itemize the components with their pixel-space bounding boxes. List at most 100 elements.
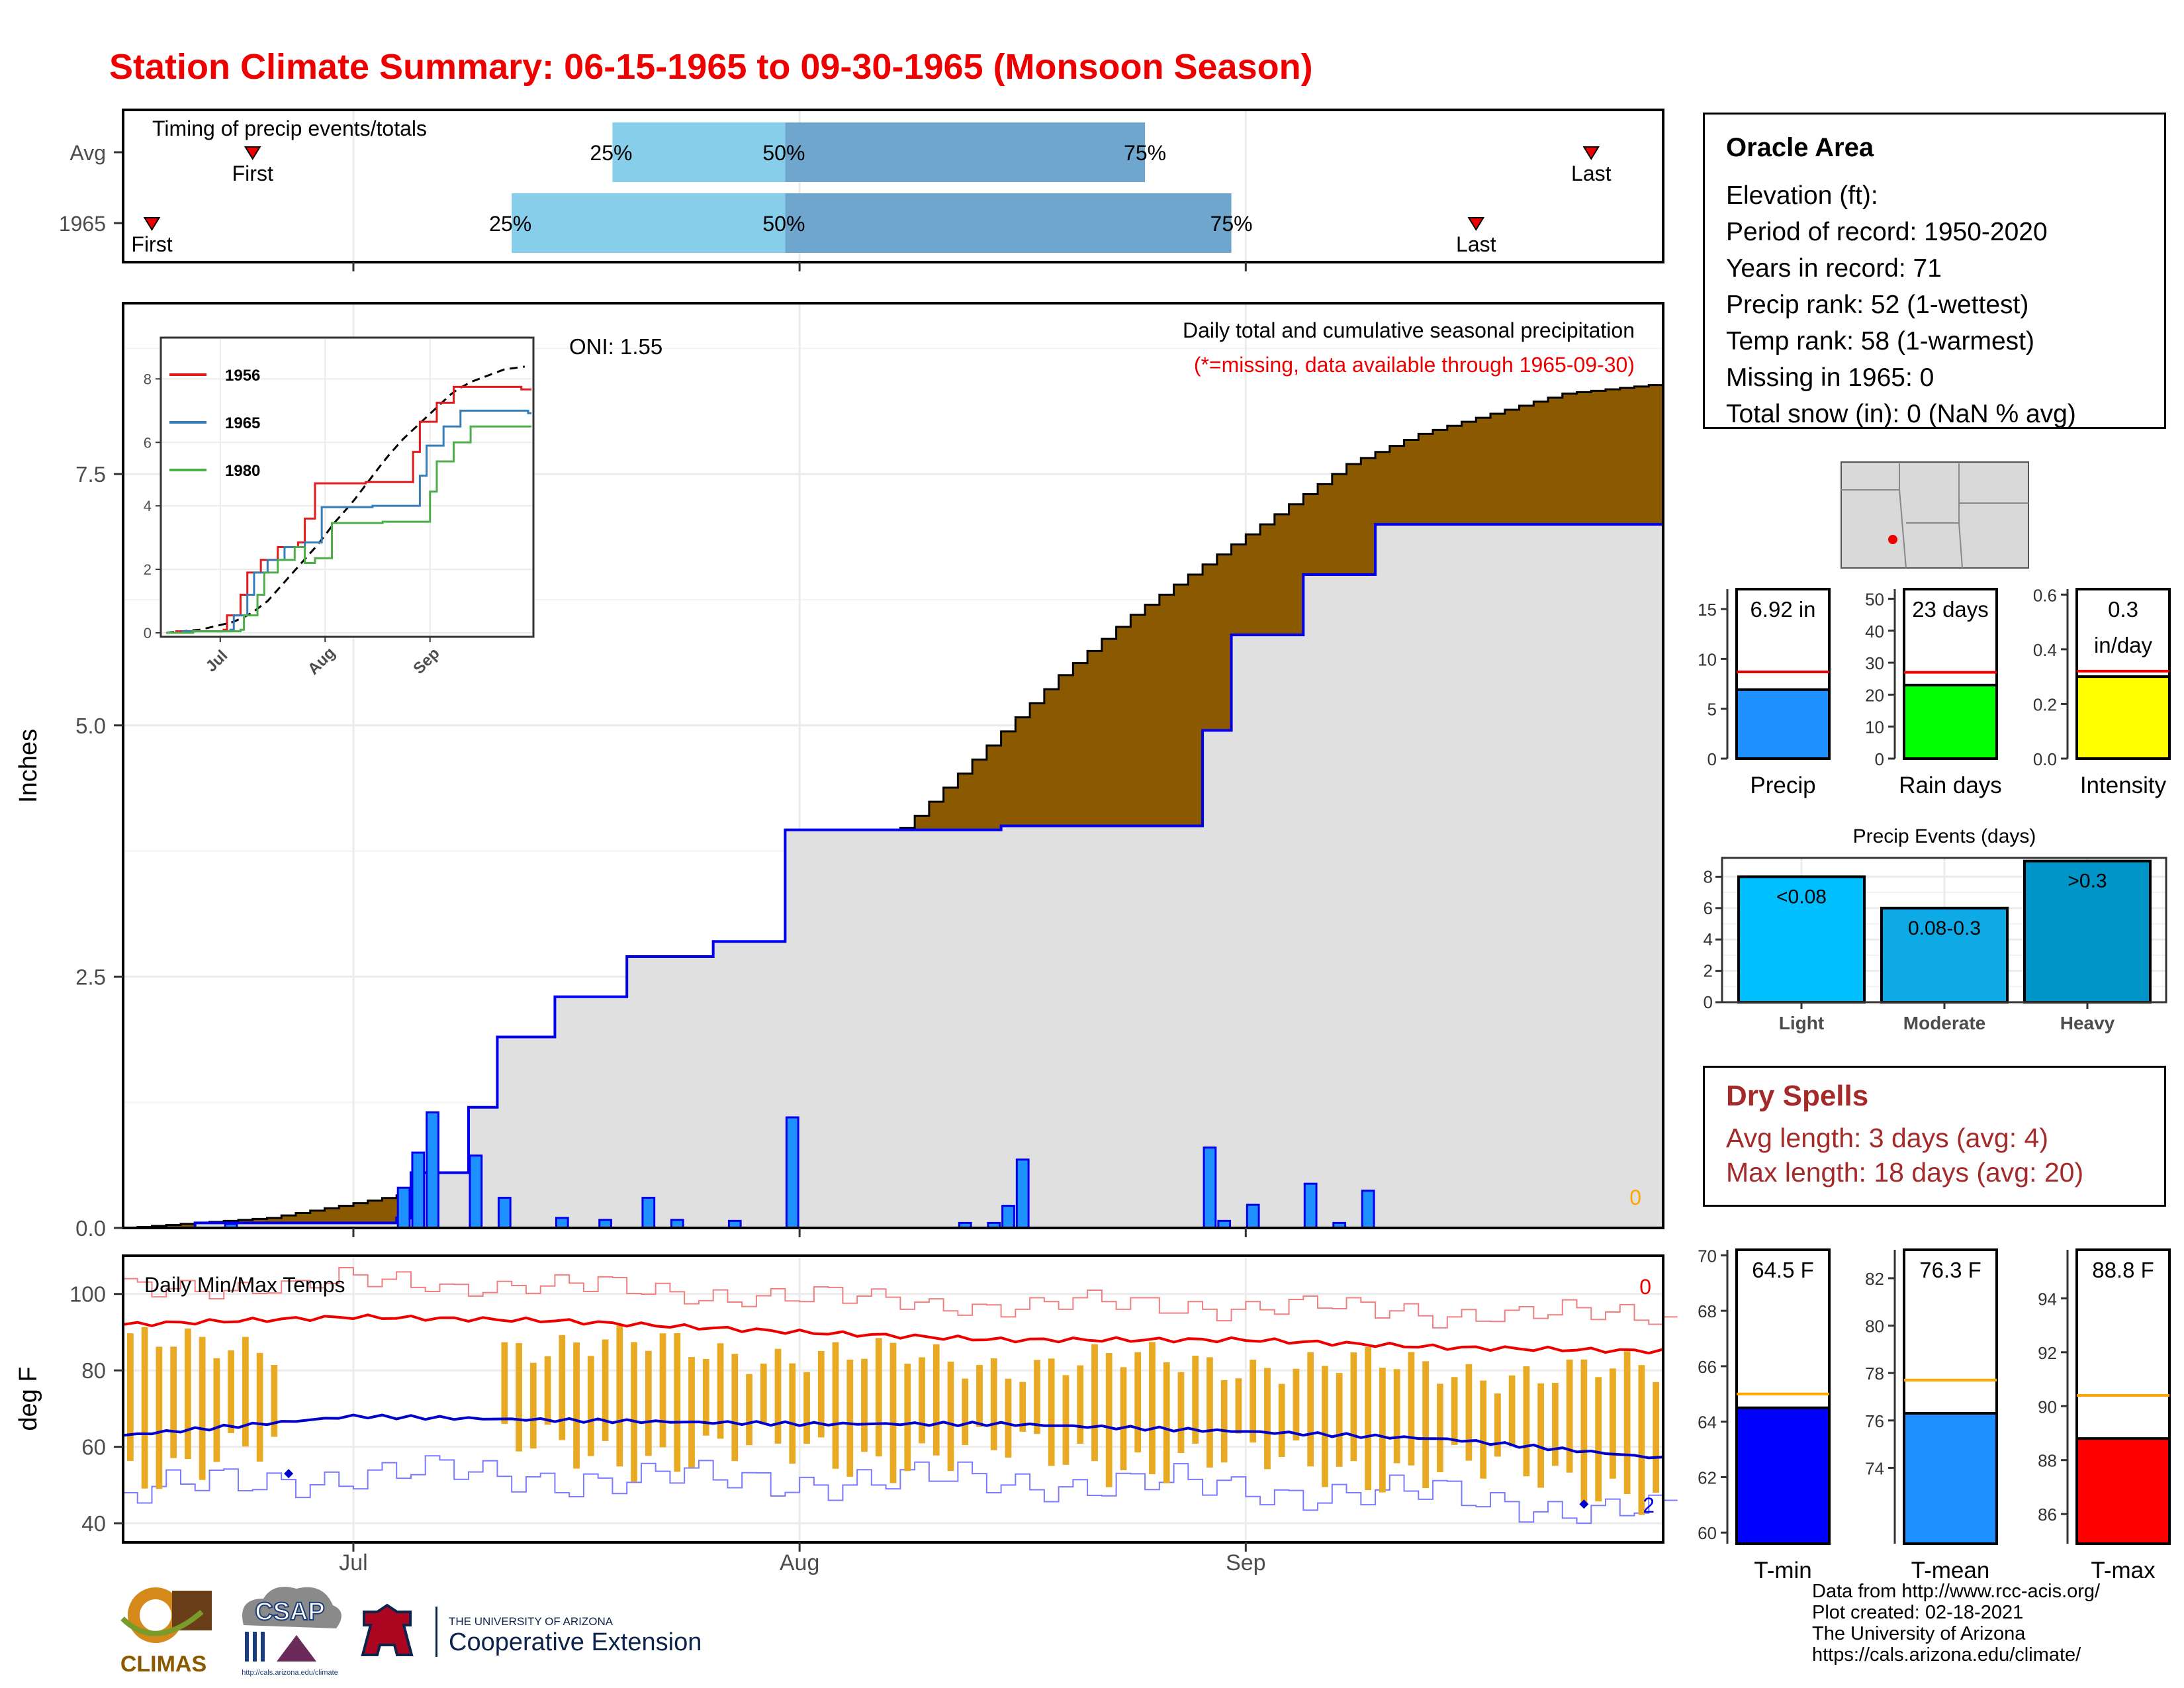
- events-ytick-label: 4: [1704, 929, 1713, 949]
- daily-temp-range-bar: [1408, 1352, 1415, 1466]
- daily-temp-range-bar: [516, 1342, 522, 1452]
- precip-ytick-label: 2.5: [75, 964, 106, 989]
- record-low-marker: [284, 1469, 294, 1479]
- summary-ytick-label: 10: [1698, 649, 1717, 669]
- timing-p50-label: 50%: [762, 141, 805, 165]
- daily-temp-range-bar: [976, 1364, 983, 1427]
- daily-temp-range-bar: [645, 1350, 652, 1456]
- summary-value-bar: [2075, 675, 2171, 760]
- daily-temp-range-bar: [746, 1374, 752, 1446]
- daily-temp-range-bar: [1350, 1352, 1357, 1462]
- events-ytick-label: 8: [1704, 867, 1713, 886]
- cumulative-top-outline: [123, 383, 1664, 1229]
- oni-label: ONI: 1.55: [569, 334, 662, 359]
- temp-ytick-label: 76: [1865, 1411, 1884, 1431]
- events-panel-border: [1721, 857, 2167, 1004]
- daily-temp-range-bar: [717, 1343, 724, 1439]
- temp-max-record-line: [123, 1267, 1678, 1329]
- temp-max-avg-line: [122, 1313, 1664, 1355]
- timing-p75-label: 75%: [1210, 212, 1253, 236]
- daily-temp-range-bar: [1206, 1357, 1213, 1468]
- temp-name-label: T-mean: [1911, 1558, 1990, 1583]
- temp-ytick-label: 74: [1865, 1458, 1884, 1478]
- temp-value-bar: [1903, 1412, 1998, 1545]
- temp-ytick-label: 60: [1698, 1523, 1717, 1543]
- temp-value-label: 64.5 F: [1752, 1258, 1814, 1282]
- temp-min-record-line: [123, 1455, 1678, 1524]
- station-info-line: Temp rank: 58 (1-warmest): [1726, 327, 2034, 355]
- daily-temp-range-bar: [544, 1356, 551, 1425]
- daily-precip-bar: [396, 1186, 411, 1229]
- precip-chart-title: Daily total and cumulative seasonal prec…: [1183, 318, 1635, 342]
- x-axis-tick-label: Jul: [339, 1550, 367, 1575]
- summary-ytick-label: 40: [1865, 622, 1884, 641]
- daily-temp-range-bar: [990, 1358, 997, 1450]
- daily-temp-range-bar: [1393, 1369, 1400, 1464]
- daily-temp-range-bar: [141, 1327, 148, 1489]
- daily-temp-range-bar: [803, 1372, 810, 1444]
- temp-ytick-label: 68: [1698, 1301, 1717, 1321]
- daily-temp-range-bar: [1494, 1393, 1501, 1457]
- daily-precip-bar: [1203, 1147, 1217, 1229]
- daily-temp-range-bar: [631, 1342, 637, 1482]
- daily-precip-bar: [555, 1217, 569, 1229]
- summary-name-label: Precip: [1750, 773, 1815, 798]
- daily-precip-bar: [1015, 1158, 1030, 1229]
- summary-ytick-label: 0.6: [2033, 585, 2057, 605]
- daily-temp-range-bar: [156, 1346, 163, 1489]
- daily-temp-range-bar: [1120, 1367, 1127, 1471]
- credit-line: https://cals.arizona.edu/climate/: [1812, 1644, 2081, 1665]
- credits: Data from http://www.rcc-acis.org/ Plot …: [1812, 1581, 2100, 1665]
- summary-name-label: Rain days: [1899, 773, 2002, 798]
- events-category-label: Light: [1779, 1013, 1824, 1033]
- climas-logo: CLIMAS: [120, 1587, 212, 1677]
- summary-value-bar: [1903, 683, 1998, 760]
- timing-bar-50-75: [785, 193, 1232, 253]
- daily-temp-range-bar: [731, 1354, 739, 1462]
- events-title: Precip Events (days): [1853, 825, 2036, 847]
- temp-ytick-label: 60: [81, 1435, 106, 1460]
- summary-ytick-label: 10: [1865, 718, 1884, 737]
- daily-temp-range-bar: [674, 1333, 681, 1472]
- timing-panel-border: [122, 109, 1664, 263]
- daily-temp-range-bar: [1638, 1365, 1645, 1515]
- station-info-line: Missing in 1965: 0: [1726, 363, 1934, 392]
- inset-panel-border: [159, 336, 535, 638]
- first-event-label: First: [131, 232, 172, 256]
- daily-precip-bar: [469, 1154, 483, 1229]
- daily-temp-range-bar: [1653, 1382, 1659, 1493]
- events-bar-label: <0.08: [1776, 886, 1827, 908]
- first-event-label: First: [232, 162, 273, 185]
- daily-temp-range-bar: [228, 1350, 234, 1433]
- timing-p50-label: 50%: [762, 212, 805, 236]
- temp-ytick-label: 80: [1865, 1317, 1884, 1336]
- ua-logo-top: THE UNIVERSITY OF ARIZONA: [449, 1615, 614, 1628]
- precip-ytick-label: 7.5: [75, 462, 106, 487]
- summary-value-label: 6.92 in: [1750, 597, 1815, 622]
- temp-name-label: T-max: [2091, 1558, 2156, 1583]
- daily-temp-range-bar: [170, 1346, 177, 1458]
- daily-temp-range-bar: [1192, 1356, 1199, 1444]
- daily-temp-range-bar: [760, 1363, 767, 1423]
- cumulative-1965-area: [123, 524, 1663, 1229]
- temp-min-avg-line: [122, 1413, 1664, 1460]
- summary-value-label: 0.3: [2108, 597, 2138, 622]
- daily-temp-range-bar: [559, 1335, 566, 1440]
- map-state-borders: [1841, 463, 2028, 569]
- summary-ytick-label: 20: [1865, 685, 1884, 705]
- station-info-line: Precip rank: 52 (1-wettest): [1726, 291, 2029, 319]
- station-location-dot: [1888, 535, 1897, 544]
- temp-value-label: 88.8 F: [2092, 1258, 2154, 1282]
- daily-temp-range-bar: [1610, 1368, 1616, 1479]
- daily-temp-range-bar: [832, 1342, 839, 1469]
- timing-p25-label: 25%: [590, 141, 632, 165]
- credit-line: The University of Arizona: [1812, 1623, 2026, 1644]
- daily-temp-range-bar: [1177, 1372, 1185, 1453]
- daily-temp-range-bar: [1278, 1383, 1285, 1457]
- first-event-marker: [244, 146, 261, 160]
- temp-ytick-label: 82: [1865, 1269, 1884, 1289]
- daily-temp-range-bar: [817, 1350, 825, 1438]
- precip-missing-count: 0: [1629, 1186, 1641, 1209]
- temp-ytick-label: 94: [2038, 1289, 2057, 1309]
